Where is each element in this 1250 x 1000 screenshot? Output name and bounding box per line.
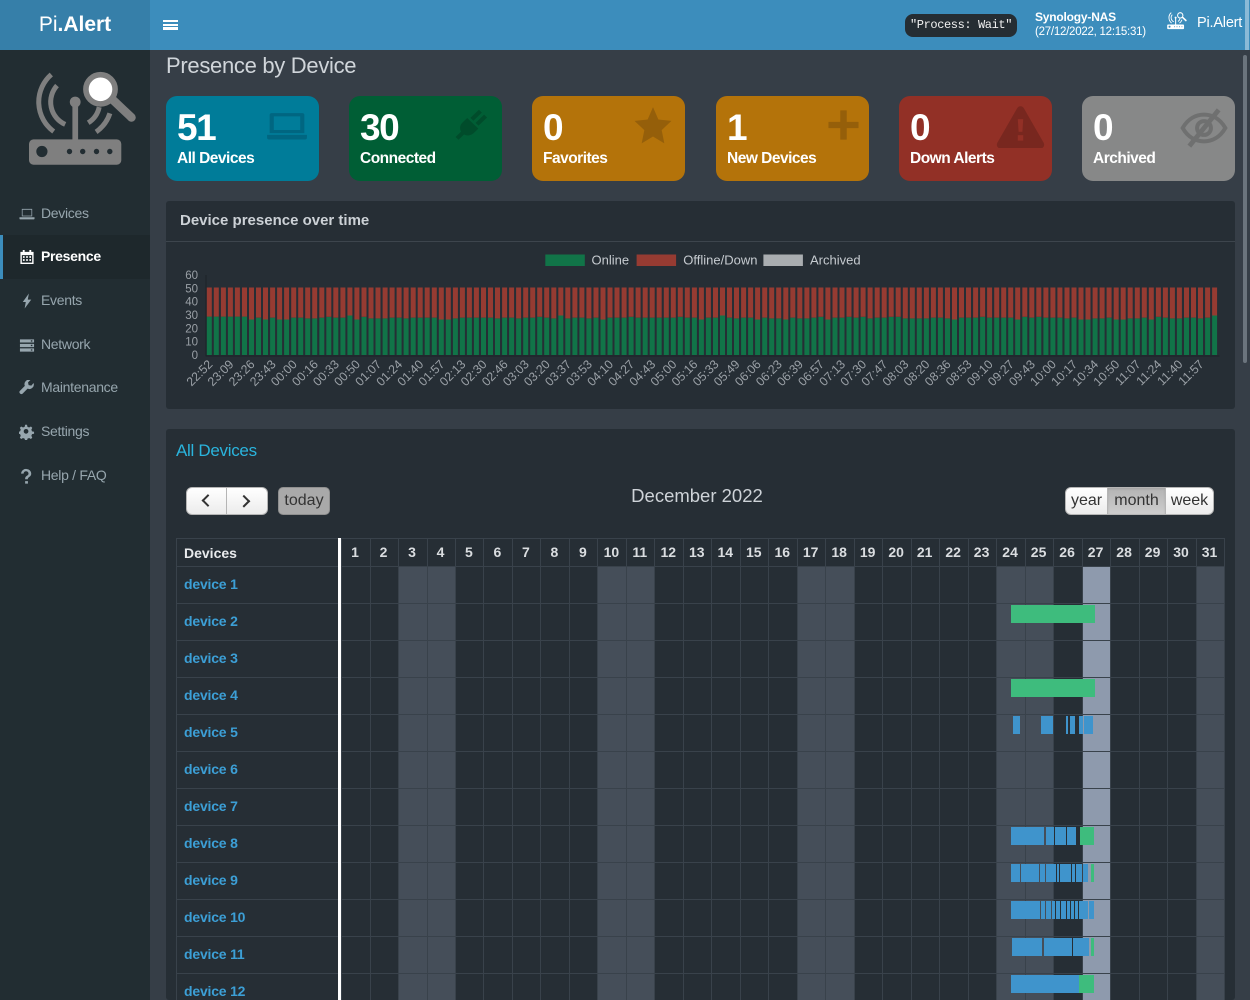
svg-text:Archived: Archived: [810, 253, 861, 268]
svg-text:60: 60: [185, 270, 198, 282]
svg-text:Online: Online: [592, 253, 630, 268]
svg-text:0: 0: [192, 350, 198, 362]
svg-text:Offline/Down: Offline/Down: [683, 253, 757, 268]
svg-text:20: 20: [185, 323, 198, 335]
svg-text:10: 10: [185, 337, 198, 349]
svg-text:40: 40: [185, 297, 198, 309]
svg-text:11:57: 11:57: [1176, 357, 1207, 388]
svg-text:50: 50: [185, 283, 198, 295]
svg-text:30: 30: [185, 310, 198, 322]
